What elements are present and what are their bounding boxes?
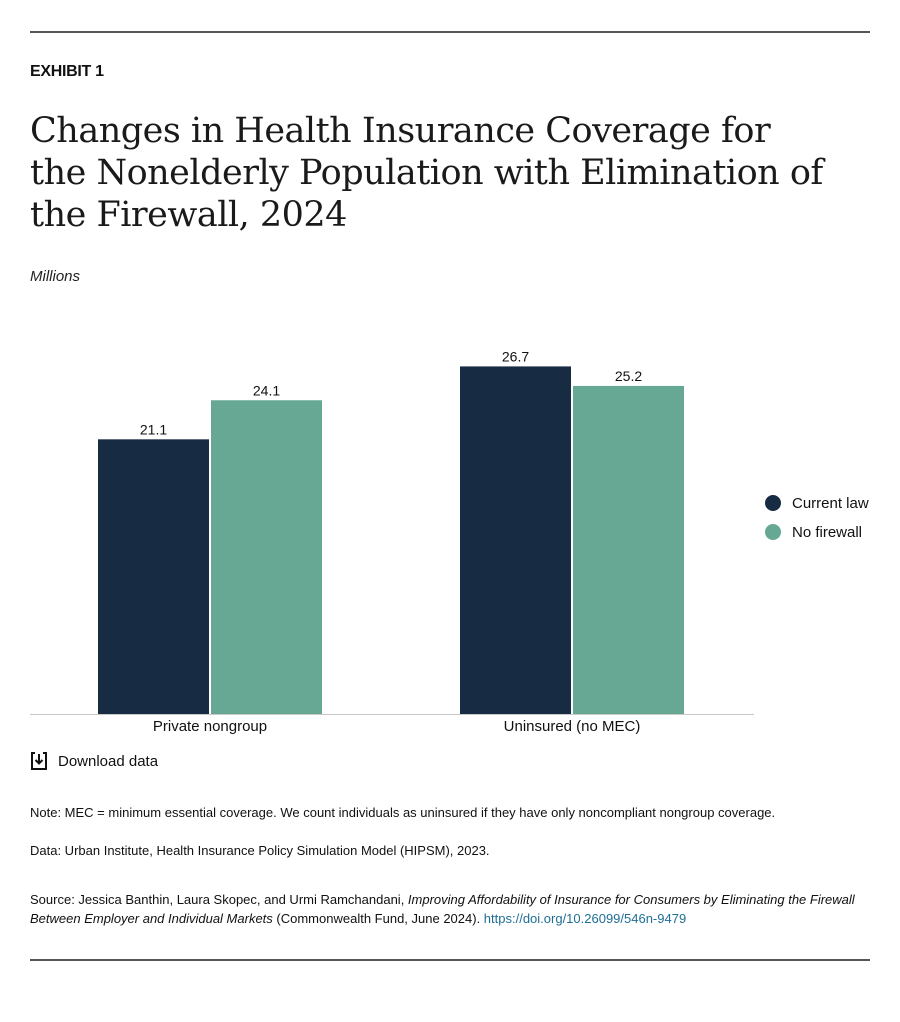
data-label-current-law-uninsured-no-mec: 26.7 <box>502 348 529 364</box>
bar-no-firewall-private-nongroup <box>211 400 322 714</box>
legend-item-current-law: Current law <box>765 494 875 513</box>
download-data-button[interactable]: Download data <box>30 751 158 771</box>
exhibit-label: EXHIBIT 1 <box>30 63 104 80</box>
legend-swatch-current-law <box>765 495 781 511</box>
source-doi-link[interactable]: https://doi.org/10.26099/546n-9479 <box>483 911 687 926</box>
download-data-label: Download data <box>58 752 159 770</box>
data-source-text: Data: Urban Institute, Health Insurance … <box>30 843 490 858</box>
legend-swatch-no-firewall <box>765 524 781 540</box>
bar-current-law-uninsured-no-mec <box>460 366 571 714</box>
legend-item-no-firewall: No firewall <box>765 523 875 542</box>
bar-no-firewall-uninsured-no-mec <box>573 385 684 714</box>
data-label-current-law-private-nongroup: 21.1 <box>140 421 167 437</box>
bar-current-law-private-nongroup <box>98 439 209 714</box>
legend: Current law No firewall <box>765 494 875 552</box>
data-label-no-firewall-uninsured-no-mec: 25.2 <box>615 368 642 384</box>
source-report-title: Improving Affordability of Insurance for… <box>30 892 855 926</box>
units-label: Millions <box>30 268 81 285</box>
data-label-no-firewall-private-nongroup: 24.1 <box>253 382 280 398</box>
source-citation: Source: Jessica Banthin, Laura Skopec, a… <box>30 890 870 928</box>
note-text: Note: MEC = minimum essential coverage. … <box>30 805 776 820</box>
top-rule <box>30 31 870 33</box>
x-tick-label-uninsured-no-mec: Uninsured (no MEC) <box>504 718 641 735</box>
legend-label-current-law: Current law <box>792 495 869 512</box>
bottom-rule <box>30 959 870 961</box>
source-suffix: (Commonwealth Fund, June 2024). <box>272 911 484 926</box>
download-icon <box>31 752 47 770</box>
legend-label-no-firewall: No firewall <box>792 524 863 541</box>
source-prefix: Source: Jessica Banthin, Laura Skopec, a… <box>30 892 408 907</box>
chart-title: Changes in Health Insurance Coverage for… <box>30 111 823 235</box>
bar-chart: 21.1 24.1 Private nongroup 26.7 25.2 Uninsure… <box>30 348 754 735</box>
x-tick-label-private-nongroup: Private nongroup <box>153 718 267 735</box>
